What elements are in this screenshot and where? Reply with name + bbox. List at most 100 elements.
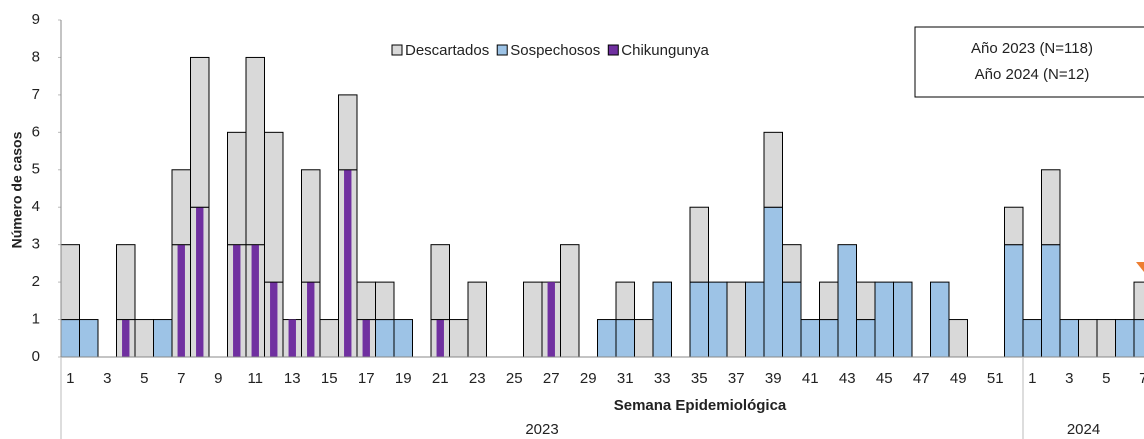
x-tick-label: 31 xyxy=(617,370,634,387)
annotation-box xyxy=(914,26,1144,98)
bar-segment xyxy=(634,319,654,358)
bar-segment xyxy=(344,169,352,357)
bar-segment xyxy=(79,319,99,358)
legend-swatch xyxy=(496,44,508,56)
bar-segment xyxy=(1041,169,1061,246)
bar-segment xyxy=(134,319,154,358)
x-tick-label: 25 xyxy=(506,370,523,387)
bar-segment xyxy=(270,282,278,357)
legend-label: Chikungunya xyxy=(621,42,709,59)
x-tick-label: 45 xyxy=(876,370,893,387)
bar-segment xyxy=(430,244,450,321)
y-tick-label: 2 xyxy=(32,273,40,290)
x-tick-label: 27 xyxy=(543,370,560,387)
bar-segment xyxy=(1004,206,1024,246)
bar-segment xyxy=(708,281,728,358)
bar-segment xyxy=(1133,281,1144,321)
y-tick-label: 8 xyxy=(32,48,40,65)
legend-label: Descartados xyxy=(405,42,489,59)
x-tick-label: 7 xyxy=(177,370,185,387)
bar-segment xyxy=(1096,319,1116,358)
x-tick-label: 39 xyxy=(765,370,782,387)
bar-segment xyxy=(1133,319,1144,358)
bar-segment xyxy=(652,281,672,358)
bar-segment xyxy=(227,131,247,246)
bar-segment xyxy=(245,56,265,246)
bar-segment xyxy=(1004,244,1024,358)
x-tick-label: 11 xyxy=(247,370,263,387)
y-tick-label: 9 xyxy=(32,11,40,28)
x-tick-label: 5 xyxy=(140,370,148,387)
bar-segment xyxy=(782,244,802,283)
x-tick-label: 35 xyxy=(691,370,708,387)
x-tick-label: 15 xyxy=(321,370,338,387)
legend-swatch xyxy=(607,44,619,56)
bar-segment xyxy=(362,319,370,357)
x-tick-label: 23 xyxy=(469,370,486,387)
x-tick-label: 17 xyxy=(358,370,375,387)
x-tick-label: 3 xyxy=(1065,370,1073,387)
bar-segment xyxy=(301,169,321,283)
bar-segment xyxy=(60,319,80,358)
bar-segment xyxy=(375,319,395,358)
arrow xyxy=(1136,262,1144,272)
bar-segment xyxy=(356,281,376,321)
x-axis-title: Semana Epidemiológica xyxy=(614,397,787,414)
bar-segment xyxy=(745,281,765,358)
bar-segment xyxy=(819,319,839,358)
x-tick-label: 43 xyxy=(839,370,856,387)
legend-label: Sospechosos xyxy=(510,42,600,59)
bar-segment xyxy=(190,56,210,208)
bar-segment xyxy=(116,244,136,321)
bar-segment xyxy=(436,319,444,357)
bar-segment xyxy=(288,319,296,357)
bar-segment xyxy=(856,319,876,358)
y-tick-label: 0 xyxy=(32,348,40,365)
bar-segment xyxy=(338,94,358,171)
bar-segment xyxy=(467,281,487,358)
x-tick-label: 3 xyxy=(103,370,111,387)
bar-segment xyxy=(264,131,284,283)
bar-segment xyxy=(763,206,783,358)
x-group-label: 2023 xyxy=(525,421,558,438)
bar-segment xyxy=(837,244,857,358)
bar-segment xyxy=(615,319,635,358)
bar-segment xyxy=(1022,319,1042,358)
annotation: Año 2024 (N=12) xyxy=(975,66,1090,83)
bar-segment xyxy=(856,281,876,321)
y-tick-label: 4 xyxy=(32,198,40,215)
bar-segment xyxy=(233,244,241,357)
bar-segment xyxy=(763,131,783,208)
x-tick-label: 47 xyxy=(913,370,930,387)
x-tick-label: 1 xyxy=(66,370,74,387)
bar-segment xyxy=(597,319,617,358)
bar-segment xyxy=(615,281,635,321)
legend-swatch xyxy=(391,44,403,56)
x-tick-label: 7 xyxy=(1139,370,1144,387)
y-tick-label: 7 xyxy=(32,86,40,103)
bar-segment xyxy=(523,281,543,358)
bar-segment xyxy=(547,282,555,357)
bar-segment xyxy=(307,282,315,357)
bar-segment xyxy=(171,169,191,246)
annotation: Año 2023 (N=118) xyxy=(971,40,1093,57)
bar-segment xyxy=(1059,319,1079,358)
bar-segment xyxy=(560,244,580,358)
bar-segment xyxy=(689,206,709,283)
bar-segment xyxy=(800,319,820,358)
bar-segment xyxy=(726,281,746,358)
y-tick-label: 3 xyxy=(32,236,40,253)
bar-segment xyxy=(1041,244,1061,358)
bar-segment xyxy=(375,281,395,321)
x-tick-label: 29 xyxy=(580,370,597,387)
bar-segment xyxy=(1078,319,1098,358)
y-axis-title: Número de casos xyxy=(9,131,25,248)
x-tick-label: 51 xyxy=(987,370,1004,387)
bar-segment xyxy=(251,244,259,357)
bar-segment xyxy=(819,281,839,321)
bar-segment xyxy=(948,319,968,358)
x-tick-label: 21 xyxy=(432,370,449,387)
x-tick-label: 9 xyxy=(214,370,222,387)
x-group-label: 2024 xyxy=(1067,421,1100,438)
bar-segment xyxy=(60,244,80,321)
